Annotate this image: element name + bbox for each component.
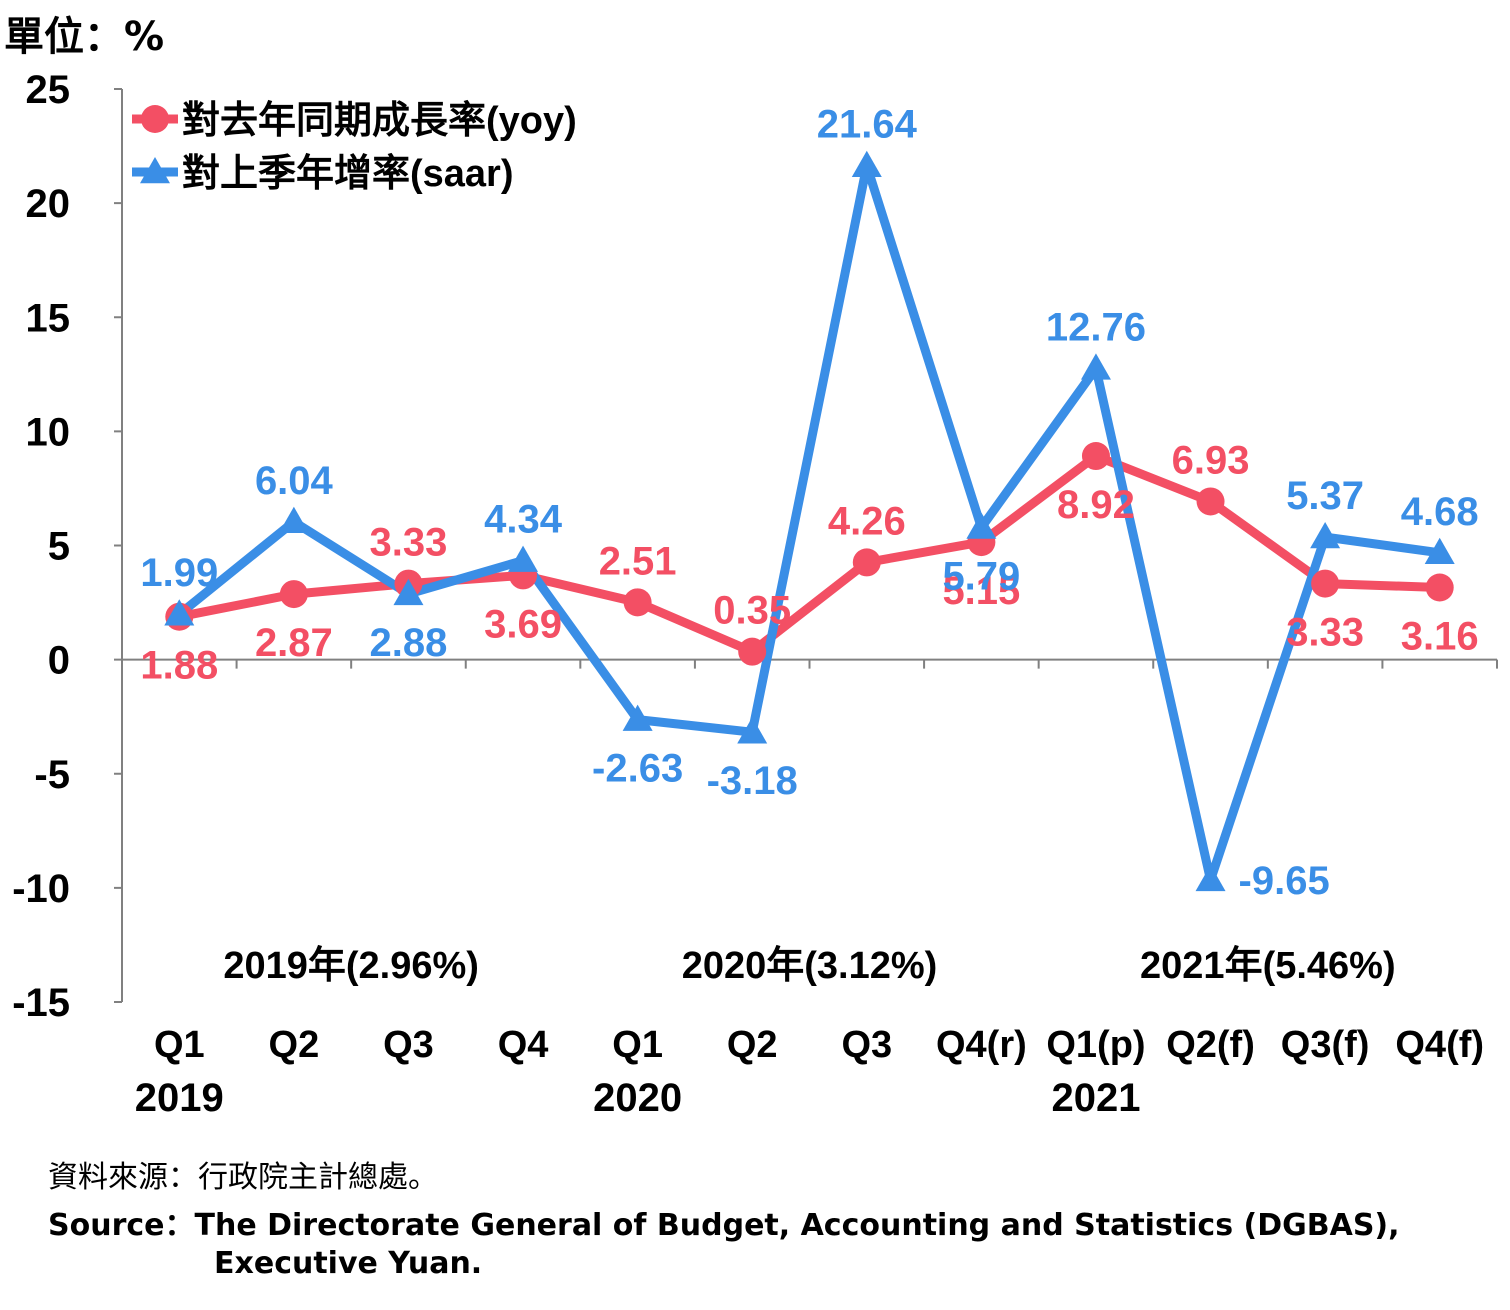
year-label: 2020 (593, 1076, 682, 1120)
yoy-point (1425, 573, 1454, 602)
saar-line (176, 161, 1441, 885)
annual-growth-label: 2021年(5.46%) (1140, 945, 1396, 987)
saar-point (851, 150, 882, 177)
yoy-data-label: 3.33 (370, 521, 448, 565)
saar-point (1080, 353, 1111, 380)
x-tick-label: Q2(f) (1166, 1024, 1255, 1066)
legend-yoy-marker (141, 105, 169, 133)
y-tick-label: 20 (26, 182, 71, 226)
y-tick-label: 15 (26, 296, 71, 340)
line-chart: -15 -10 -5 0 5 10 15 20 25 Q1 Q2 Q3 Q4 Q1 Q2 Q3 Q4(r) Q1(… (12, 68, 1498, 1120)
y-tick-label: -15 (12, 981, 70, 1025)
year-label: 2019 (135, 1076, 224, 1120)
saar-data-label: 4.34 (484, 498, 563, 542)
legend-saar-marker (140, 157, 170, 184)
x-tick-label: Q4(r) (936, 1024, 1027, 1066)
saar-data-label: -3.18 (707, 759, 798, 803)
legend-yoy-label: 對去年同期成長率(yoy) (182, 100, 577, 142)
y-tick-label: 25 (26, 68, 71, 112)
source-zh: 資料來源：行政院主計總處。 (48, 1160, 438, 1195)
y-tick-label: 0 (48, 639, 70, 683)
source-en-line2: Executive Yuan. (214, 1246, 483, 1281)
yoy-line (178, 451, 1440, 657)
saar-data-label: -2.63 (592, 747, 683, 791)
x-tick-label: Q3(f) (1281, 1024, 1370, 1066)
saar-data-label: 2.88 (370, 621, 448, 665)
yoy-data-label: 3.69 (484, 602, 562, 646)
saar-data-label: 12.76 (1046, 305, 1146, 349)
unit-label: 單位：% (4, 14, 165, 60)
yoy-data-label: 8.92 (1057, 483, 1135, 527)
yoy-point (852, 548, 881, 577)
saar-point (278, 506, 309, 534)
x-tick-label: Q1 (612, 1024, 663, 1066)
yoy-data-label: 2.51 (599, 539, 677, 583)
x-tick-label: Q3 (841, 1024, 892, 1066)
x-tick-label: Q3 (383, 1024, 434, 1066)
yoy-data-label: 3.33 (1286, 611, 1364, 655)
saar-point (966, 512, 997, 539)
yoy-data-label: 6.93 (1172, 438, 1250, 482)
yoy-data-label: 2.87 (255, 621, 333, 665)
x-tick-label: Q1(p) (1046, 1024, 1145, 1066)
saar-data-label: 4.68 (1401, 490, 1479, 534)
saar-point (622, 704, 653, 731)
x-tick-label: Q4 (498, 1024, 549, 1066)
y-tick-label: -5 (34, 753, 70, 797)
y-tick-label: -10 (12, 867, 70, 911)
legend-saar-label: 對上季年增率(saar) (182, 153, 514, 195)
x-tick-label: Q2 (269, 1024, 320, 1066)
saar-point (737, 717, 768, 744)
y-tick-label: 5 (48, 525, 70, 569)
y-tick-label: 10 (26, 410, 71, 454)
saar-point (1424, 537, 1455, 565)
yoy-point (1081, 442, 1110, 471)
yoy-data-label: 5.15 (942, 569, 1020, 613)
yoy-point (738, 637, 767, 666)
yoy-point (623, 588, 652, 617)
yoy-point (279, 580, 308, 609)
annual-growth-label: 2020年(3.12%) (682, 945, 938, 987)
saar-data-label: 6.04 (255, 459, 334, 503)
annual-growth-label: 2019年(2.96%) (223, 945, 479, 987)
saar-point (1195, 864, 1226, 892)
x-tick-label: Q2 (727, 1024, 778, 1066)
source-en-line1: Source：The Directorate General of Budget… (48, 1208, 1400, 1243)
saar-data-label: 1.99 (140, 551, 218, 595)
x-tick-label: Q4(f) (1395, 1024, 1484, 1066)
yoy-data-label: 4.26 (828, 499, 906, 543)
saar-data-label: 5.79 (942, 554, 1020, 598)
yoy-data-label: 3.16 (1401, 614, 1479, 658)
saar-point (1310, 522, 1341, 549)
yoy-point (1196, 487, 1225, 516)
yoy-point (1311, 569, 1340, 598)
saar-data-label: 21.64 (817, 103, 918, 147)
yoy-data-label: 1.88 (140, 644, 218, 688)
saar-data-label: 5.37 (1286, 474, 1364, 518)
x-tick-label: Q1 (154, 1024, 205, 1066)
saar-data-label: -9.65 (1239, 859, 1330, 903)
saar-point (164, 599, 195, 626)
yoy-data-label: 0.35 (713, 589, 791, 633)
saar-point (508, 545, 539, 572)
saar-point (393, 578, 424, 606)
year-label: 2021 (1051, 1076, 1140, 1120)
